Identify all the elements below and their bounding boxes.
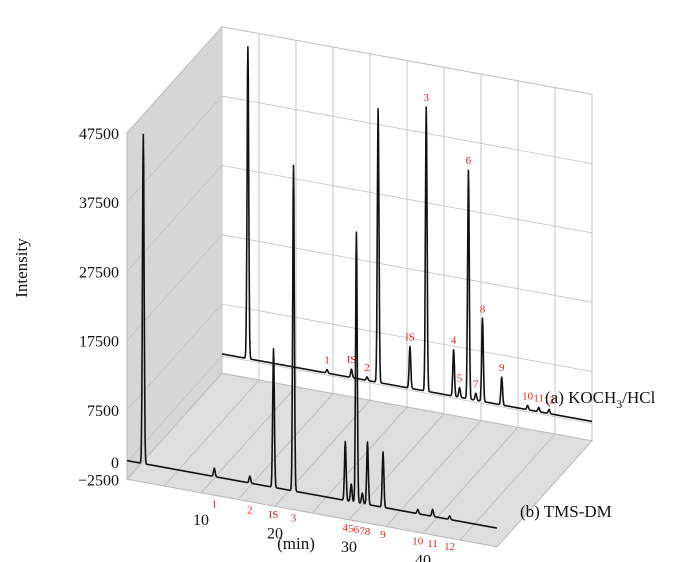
x-axis-label: (min) <box>277 534 315 553</box>
x-tick-label: 20 <box>267 525 283 542</box>
series-a: 1 IS 2 IS 3 4 5 6 7 8 9 10 11 12 <box>221 45 593 423</box>
peak-label: 12 <box>544 394 555 406</box>
peak-label: 8 <box>365 526 371 538</box>
peak-label: 12 <box>444 541 455 553</box>
x-gridline <box>459 87 556 541</box>
peak-label: 2 <box>247 505 253 517</box>
x-gridline <box>274 53 371 507</box>
x-tick-label: 40 <box>415 552 431 562</box>
series-b: 12 IS 34 5 6 7 8 910 11 12 <box>126 133 498 553</box>
peak-label: 6 <box>354 524 360 536</box>
y-tick-label: 7500 <box>87 403 119 420</box>
peak-label: 5 <box>457 373 463 385</box>
y-gridline <box>126 95 593 203</box>
peak-label: 11 <box>533 393 544 405</box>
y-tick-label: 27500 <box>79 264 119 281</box>
peak-label: 1 <box>212 498 218 510</box>
peak-label: 7 <box>360 525 366 537</box>
y-tick-label: 47500 <box>79 126 119 143</box>
peak-label: 9 <box>380 529 386 541</box>
peak-label: 10 <box>412 535 424 547</box>
series-label-koch3-hcl-subscript: 3 <box>616 397 622 411</box>
y-tick-label: 17500 <box>79 334 119 351</box>
peak-label: 6 <box>466 155 472 167</box>
x-gridline <box>422 80 519 534</box>
peak-label: 9 <box>499 362 505 374</box>
y-gridline <box>126 26 593 134</box>
peak-label: 3 <box>423 92 429 104</box>
y-gridline <box>126 355 593 463</box>
peak-label: 10 <box>522 391 534 403</box>
peak-label: 3 <box>291 513 297 525</box>
series-label-koch3-hcl-tail: /HCl <box>622 388 655 407</box>
x-gridline <box>237 47 334 500</box>
peak-label: 4 <box>343 522 349 534</box>
x-gridline <box>385 74 482 527</box>
peak-label: 2 <box>364 362 370 374</box>
peak-label: 1 <box>324 355 330 367</box>
peak-label: 11 <box>427 538 438 550</box>
series-label-koch3-hcl: (a) KOCH3/HCl <box>545 388 656 411</box>
tick-labels: 47500 37500 27500 17500 7500 0−2500 10 20 30 40 <box>78 126 431 562</box>
series-label-tms-dm: (b) TMS-DM <box>520 502 612 521</box>
peak-label: IS <box>347 354 357 366</box>
peak-label: 5 <box>348 523 354 535</box>
x-tick-label: 30 <box>341 539 357 556</box>
y-gridline <box>126 372 593 480</box>
x-gridline <box>200 40 297 494</box>
trace-line-b <box>126 133 498 529</box>
trace-line-a <box>221 45 593 423</box>
x-tick-label: 10 <box>193 512 209 529</box>
y-tick-label: −2500 <box>78 472 119 489</box>
x-gridline <box>163 33 260 487</box>
y-tick-label: 0 <box>111 455 119 472</box>
chart-frame <box>126 25 593 548</box>
y-axis-label: Intensity <box>12 238 31 298</box>
peak-label: 4 <box>451 335 457 347</box>
peak-label: IS <box>269 509 279 521</box>
peak-label: 8 <box>480 303 486 315</box>
peak-label: IS <box>405 332 415 344</box>
y-tick-label: 37500 <box>79 195 119 212</box>
peak-label: 7 <box>473 378 479 390</box>
series-label-koch3-hcl-name: (a) KOCH <box>545 388 616 407</box>
x-gridline <box>348 67 445 521</box>
y-gridline <box>126 303 593 411</box>
